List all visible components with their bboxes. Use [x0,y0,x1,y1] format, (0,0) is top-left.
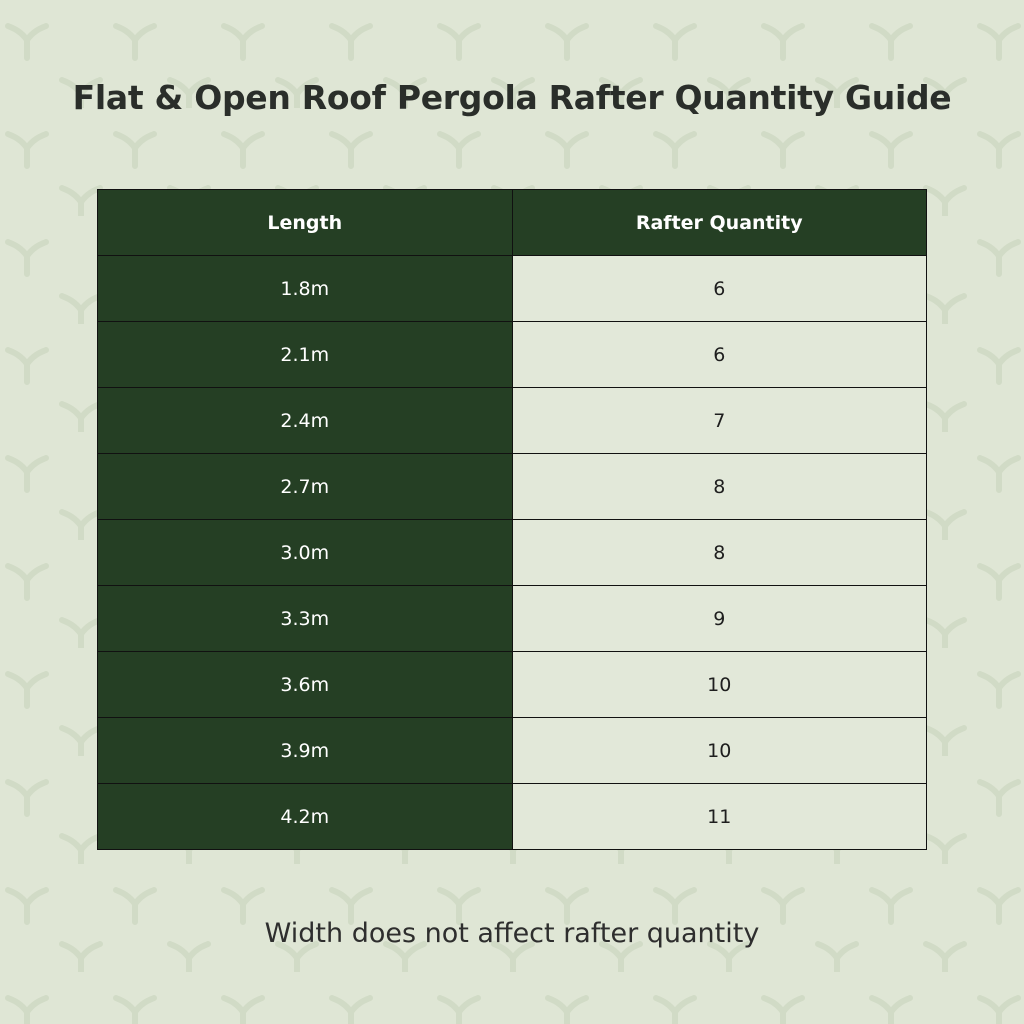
length-cell: 3.9m [97,717,513,784]
table-row: 3.6m 10 [97,651,927,718]
column-header: Length [97,189,513,256]
length-cell: 4.2m [97,783,513,850]
length-cell: 1.8m [97,255,513,322]
length-cell: 2.4m [97,387,513,454]
table-row: 2.1m 6 [97,321,927,388]
length-cell: 3.0m [97,519,513,586]
length-cell: 2.1m [97,321,513,388]
rafter-quantity-cell: 6 [511,321,927,388]
footer-note: Width does not affect rafter quantity [264,918,760,949]
rafter-quantity-cell: 11 [511,783,927,850]
table-row: 1.8m 6 [97,255,927,322]
rafter-quantity-cell: 10 [511,717,927,784]
table-row: 3.9m 10 [97,717,927,784]
table-row: 2.4m 7 [97,387,927,454]
rafter-quantity-cell: 9 [511,585,927,652]
column-header: Rafter Quantity [511,189,927,256]
rafter-quantity-cell: 7 [511,387,927,454]
table-row: 2.7m 8 [97,453,927,520]
rafter-quantity-cell: 8 [511,453,927,520]
length-cell: 3.3m [97,585,513,652]
rafter-table: Length Rafter Quantity 1.8m 6 2.1m 6 2.4m 7 2.7… [97,189,927,850]
length-cell: 3.6m [97,651,513,718]
header-row: Length Rafter Quantity [97,189,927,256]
table-row: 4.2m 11 [97,783,927,850]
rafter-quantity-cell: 6 [511,255,927,322]
table-row: 3.3m 9 [97,585,927,652]
table-row: 3.0m 8 [97,519,927,586]
title: Flat & Open Roof Pergola Rafter Quantity… [72,78,952,117]
table-body: 1.8m 6 2.1m 6 2.4m 7 2.7m 8 3.0m 8 3.3m 9 3.6m 10 3.9m… [97,255,927,850]
length-cell: 2.7m [97,453,513,520]
rafter-quantity-cell: 8 [511,519,927,586]
rafter-quantity-cell: 10 [511,651,927,718]
